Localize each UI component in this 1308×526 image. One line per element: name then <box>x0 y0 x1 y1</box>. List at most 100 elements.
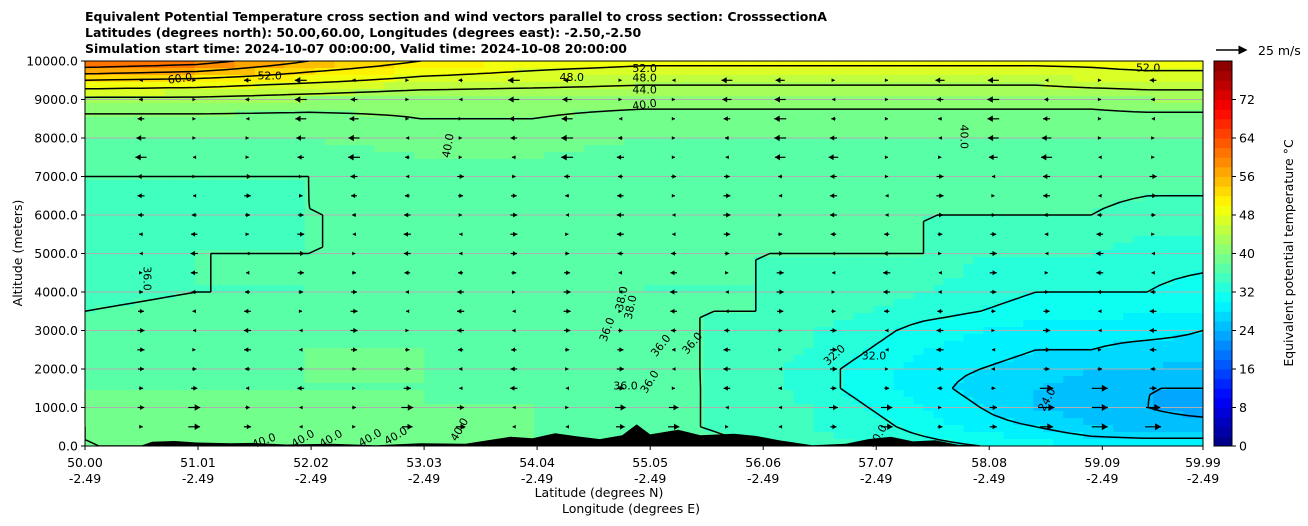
field-cell <box>673 362 685 370</box>
field-cell <box>454 334 465 342</box>
field-cell <box>474 313 485 321</box>
field-cell <box>813 194 825 202</box>
field-cell <box>144 145 156 153</box>
field-cell <box>574 68 585 76</box>
field-cell <box>244 355 256 363</box>
field-cell <box>404 369 416 377</box>
field-cell <box>474 110 485 118</box>
field-cell <box>893 229 905 237</box>
field-cell <box>354 341 366 349</box>
field-cell <box>1023 341 1034 349</box>
field-cell <box>1053 89 1064 97</box>
field-cell <box>414 117 425 125</box>
field-cell <box>1013 299 1024 307</box>
field-cell <box>324 236 336 244</box>
field-cell <box>873 271 885 279</box>
field-cell <box>703 194 715 202</box>
field-cell <box>424 306 435 314</box>
field-cell <box>624 110 635 118</box>
field-cell <box>334 320 346 328</box>
field-cell <box>284 180 296 188</box>
field-cell <box>614 285 625 293</box>
field-cell <box>733 103 745 111</box>
field-cell <box>1133 180 1144 188</box>
field-cell <box>1183 292 1194 300</box>
field-cell <box>723 75 735 83</box>
field-cell <box>673 341 685 349</box>
field-cell <box>634 89 645 97</box>
field-cell <box>434 278 445 286</box>
field-cell <box>174 180 186 188</box>
field-cell <box>763 110 775 118</box>
field-cell <box>114 362 126 370</box>
field-cell <box>753 222 765 230</box>
field-cell <box>354 187 366 195</box>
field-cell <box>1093 334 1104 342</box>
field-cell <box>673 271 685 279</box>
field-cell <box>653 61 665 69</box>
field-cell <box>304 348 316 356</box>
field-cell <box>1063 180 1074 188</box>
field-cell <box>534 299 545 307</box>
field-cell <box>394 124 406 132</box>
field-cell <box>933 320 945 328</box>
field-cell <box>324 194 336 202</box>
field-cell <box>614 292 625 300</box>
field-cell <box>164 208 176 216</box>
field-cell <box>1183 278 1194 286</box>
field-cell <box>314 194 326 202</box>
field-cell <box>1043 271 1054 279</box>
field-cell <box>344 194 356 202</box>
field-cell <box>853 362 865 370</box>
field-cell <box>973 180 984 188</box>
field-cell <box>703 264 715 272</box>
field-cell <box>544 201 555 209</box>
field-cell <box>813 152 825 160</box>
field-cell <box>1123 348 1134 356</box>
field-cell <box>234 222 246 230</box>
field-cell <box>1043 320 1054 328</box>
field-cell <box>644 299 655 307</box>
field-cell <box>524 145 535 153</box>
field-cell <box>753 306 765 314</box>
field-cell <box>474 75 485 83</box>
field-cell <box>234 103 246 111</box>
field-cell <box>484 278 495 286</box>
field-cell <box>404 292 416 300</box>
field-cell <box>1153 61 1164 69</box>
field-cell <box>444 145 455 153</box>
field-cell <box>454 285 465 293</box>
field-cell <box>1193 138 1203 146</box>
field-cell <box>1073 187 1084 195</box>
field-cell <box>903 348 915 356</box>
field-cell <box>304 292 316 300</box>
field-cell <box>943 103 955 111</box>
field-cell <box>1133 82 1144 90</box>
field-cell <box>873 110 885 118</box>
field-cell <box>883 131 895 139</box>
field-cell <box>943 110 955 118</box>
field-cell <box>584 369 595 377</box>
field-cell <box>1193 320 1203 328</box>
field-cell <box>1083 117 1094 125</box>
field-cell <box>194 355 206 363</box>
field-cell <box>484 201 495 209</box>
field-cell <box>983 124 994 132</box>
field-cell <box>803 131 815 139</box>
field-cell <box>444 292 455 300</box>
field-cell <box>1113 229 1124 237</box>
field-cell <box>314 166 326 174</box>
field-cell <box>304 278 316 286</box>
field-cell <box>304 187 316 195</box>
field-cell <box>644 348 655 356</box>
field-cell <box>504 320 515 328</box>
field-cell <box>254 180 266 188</box>
field-cell <box>893 201 905 209</box>
field-cell <box>344 68 356 76</box>
field-cell <box>1183 257 1194 265</box>
field-cell <box>574 103 585 111</box>
field-cell <box>314 222 326 230</box>
field-cell <box>743 75 755 83</box>
field-cell <box>1093 110 1104 118</box>
field-cell <box>324 124 336 132</box>
